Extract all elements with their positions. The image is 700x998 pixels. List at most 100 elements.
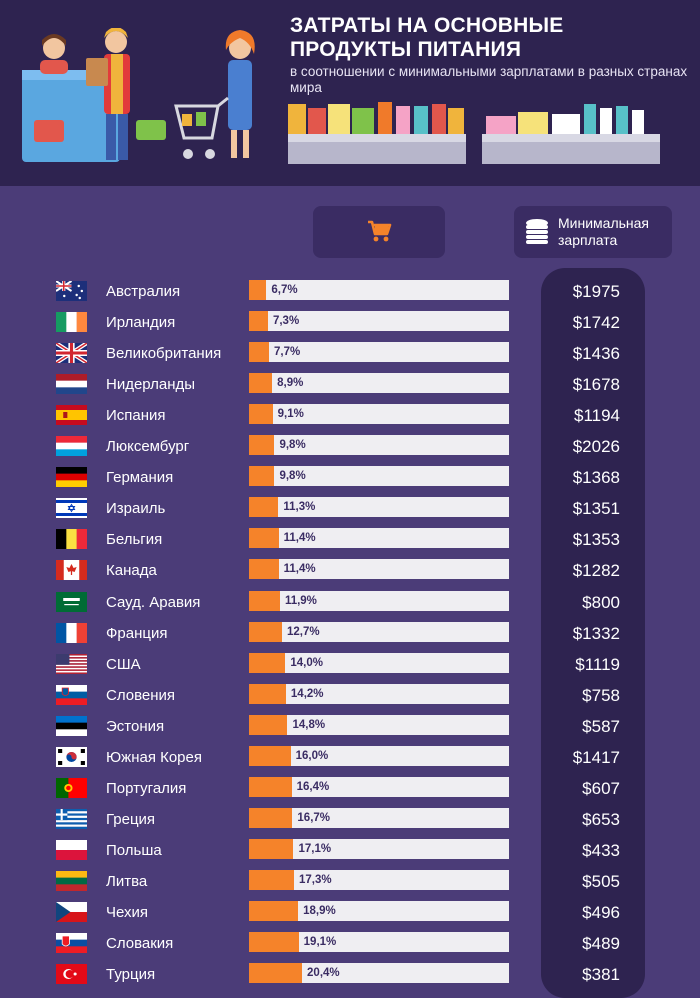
bar — [249, 963, 303, 984]
bar — [249, 590, 280, 611]
chart-row: Люксембург 9,8% $2026 — [0, 431, 700, 462]
min-wage-label: Минимальная зарплата — [558, 215, 650, 248]
flag-luxembourg-icon — [56, 436, 87, 457]
min-wage-value: $1678 — [572, 375, 620, 395]
country-label: Греция — [106, 810, 156, 828]
bar-track: 11,4% — [249, 528, 509, 549]
value-label: 18,9% — [303, 905, 336, 917]
chart-row: Нидерланды 8,9% $1678 — [0, 369, 700, 400]
value-label: 11,4% — [283, 532, 316, 545]
bar — [249, 435, 275, 456]
bar-track: 7,7% — [249, 342, 509, 363]
chart-row: Словения 14,2% $758 — [0, 680, 700, 711]
min-wage-column-bg — [541, 268, 645, 998]
country-label: Чехия — [106, 904, 149, 921]
bar-track: 16,7% — [249, 807, 509, 828]
bar-track: 9,8% — [249, 466, 509, 487]
value-label: 14,0% — [290, 656, 323, 669]
flag-israel-icon — [56, 498, 87, 519]
value-label: 17,1% — [298, 842, 332, 855]
value-label: 16,0% — [295, 749, 329, 762]
value-label: 16,4% — [296, 780, 330, 793]
chart-row: Словакия 19,1% $489 — [0, 928, 700, 959]
country-label: Люксембург — [106, 438, 190, 456]
bar — [249, 745, 291, 766]
country-label: Канада — [106, 562, 157, 580]
country-label: Германия — [106, 469, 174, 487]
bar — [249, 404, 273, 425]
bar-track: 16,0% — [249, 745, 509, 766]
bar — [249, 714, 288, 735]
min-wage-value: $1351 — [572, 499, 620, 519]
flag-greece-icon — [56, 808, 87, 829]
bar-track: 11,4% — [249, 559, 509, 580]
min-wage-value: $800 — [582, 592, 620, 612]
min-wage-value: $1417 — [572, 747, 620, 767]
min-wage-value: $489 — [582, 934, 620, 954]
chart-row: Чехия 18,9% $496 — [0, 897, 700, 928]
value-label: 19,1% — [303, 936, 337, 949]
flag-france-icon — [56, 622, 87, 643]
flag-slovenia-icon — [56, 684, 87, 705]
chart-row: США 14,0% $1119 — [0, 649, 700, 680]
min-wage-value: $1282 — [572, 561, 620, 581]
value-label: 9,8% — [279, 439, 306, 452]
coins-icon — [526, 219, 548, 244]
chart-row: Франция 12,7% $1332 — [0, 618, 700, 649]
bar — [249, 901, 299, 921]
value-label: 16,7% — [297, 811, 331, 824]
chart-row: Польша 17,1% $433 — [0, 835, 700, 866]
value-label: 7,3% — [272, 315, 300, 328]
country-label: Испания — [106, 407, 166, 425]
bar — [249, 311, 268, 332]
value-label: 11,4% — [283, 563, 316, 576]
flag-ireland-icon — [56, 312, 87, 333]
page-title: Затраты на основные продукты питания — [290, 14, 564, 61]
flag-usa-icon — [56, 653, 87, 674]
bar — [249, 280, 267, 300]
value-label: 17,3% — [298, 873, 332, 886]
min-wage-value: $1119 — [575, 654, 620, 674]
value-label: 14,8% — [292, 718, 326, 731]
bar-track: 11,3% — [249, 497, 509, 518]
bar — [249, 621, 283, 642]
min-wage-value: $496 — [582, 903, 620, 922]
min-wage-value: $607 — [582, 778, 620, 798]
bar — [249, 838, 294, 859]
country-label: США — [106, 655, 141, 673]
value-label: 9,8% — [279, 470, 306, 483]
food-cost-column-header — [313, 206, 445, 258]
country-label: Бельгия — [106, 531, 163, 549]
flag-belgium-icon — [56, 529, 87, 550]
country-label: Франция — [106, 624, 168, 642]
value-label: 11,9% — [284, 594, 317, 607]
flag-south-korea-icon — [56, 746, 87, 767]
min-wage-value: $505 — [582, 871, 620, 891]
chart-row: Канада 11,4% $1282 — [0, 555, 700, 586]
bar-track: 7,3% — [249, 311, 509, 332]
chart-row: Греция 16,7% $653 — [0, 804, 700, 835]
min-wage-value: $1353 — [572, 530, 620, 550]
bar — [249, 373, 273, 394]
bar-track: 17,1% — [249, 838, 509, 859]
min-wage-value: $1368 — [572, 468, 620, 488]
min-wage-value: $1194 — [573, 406, 620, 426]
value-label: 6,7% — [271, 284, 298, 296]
flag-saudi-arabia-icon — [56, 591, 87, 612]
shoppers-illustration — [22, 28, 255, 162]
bar-track: 9,1% — [249, 404, 509, 425]
country-label: Литва — [106, 872, 148, 890]
country-label: Польша — [106, 841, 162, 859]
min-wage-value: $1742 — [572, 313, 620, 333]
bar — [249, 932, 299, 953]
bar — [249, 466, 275, 487]
flag-portugal-icon — [56, 777, 87, 798]
bar-track: 18,9% — [249, 901, 509, 921]
flag-turkey-icon — [56, 964, 87, 985]
country-label: Южная Корея — [106, 748, 202, 766]
min-wage-value: $381 — [582, 965, 620, 985]
country-label: Турция — [106, 966, 156, 984]
flag-czechia-icon — [56, 902, 87, 922]
chart-row: Израиль 11,3% $1351 — [0, 493, 700, 524]
value-label: 9,1% — [277, 408, 304, 421]
